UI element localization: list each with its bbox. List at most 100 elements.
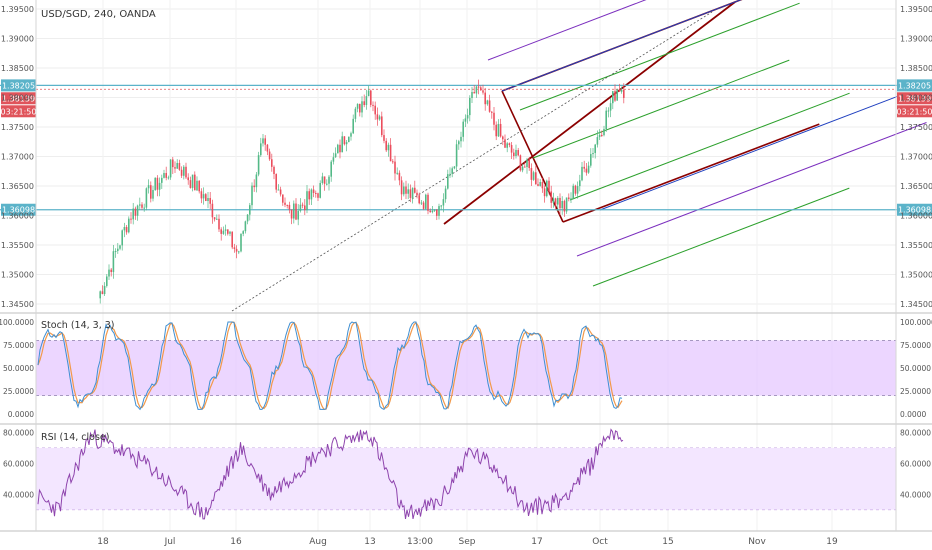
candle-body [559, 197, 561, 209]
candle-body [310, 189, 313, 200]
candle-body [119, 245, 121, 249]
candle-body [616, 89, 618, 101]
candle-body [147, 185, 150, 189]
candle-body [592, 152, 594, 155]
candle-body [167, 177, 170, 179]
candle-body [238, 251, 240, 253]
candle-body [328, 176, 330, 184]
pitchfork-inner-line [592, 187, 850, 287]
candle-body [110, 269, 112, 273]
price-tick-left: 1.39000 [1, 34, 34, 43]
level-price-tag [1, 203, 36, 216]
candle-body [332, 157, 335, 162]
stoch-label: Stoch (14, 3, 3) [41, 320, 115, 331]
candle-body [161, 177, 163, 183]
candle-body [499, 123, 502, 137]
candle-body [389, 144, 392, 162]
candle-body [257, 155, 260, 175]
candle-body [429, 210, 431, 213]
candle-body [218, 218, 220, 230]
candle-body [330, 161, 332, 177]
candle-body [596, 137, 599, 145]
andrews-pitchfork[interactable] [443, 0, 927, 287]
candle-body [134, 208, 137, 216]
candle-body [427, 194, 429, 211]
candle-body [297, 210, 299, 220]
price-tick-right: 1.37000 [900, 153, 932, 162]
level-price-label: 1.36098 [898, 206, 931, 215]
price-tick-right: 1.38500 [900, 64, 932, 73]
candle-body [508, 143, 511, 146]
stoch-band [36, 340, 896, 396]
candle-body [484, 92, 486, 105]
symbol-label: USD/SGD, 240, OANDA [41, 9, 156, 20]
candle-body [370, 90, 372, 105]
price-tick-right: 1.35000 [900, 271, 932, 280]
level-price-label: 1.36098 [2, 206, 35, 215]
candle-body [466, 115, 469, 119]
candle-body [418, 195, 420, 204]
pitchfork-mid-line [501, 0, 742, 92]
candle-body [315, 192, 317, 194]
candle-body [235, 248, 238, 252]
candle-body [506, 143, 508, 148]
candle-body [543, 188, 546, 197]
candle-body [535, 172, 537, 185]
candle-body [288, 204, 291, 210]
candle-body [381, 116, 383, 136]
price-tick-left: 1.38000 [1, 93, 34, 102]
candle-body [123, 227, 126, 231]
price-tick-right: 1.39000 [900, 34, 932, 43]
candle-body [156, 177, 159, 190]
last-price-tag [1, 92, 36, 105]
price-tick-left: 1.37500 [1, 123, 34, 132]
candle-body [229, 231, 231, 234]
candle-body [537, 184, 539, 186]
candle-body [497, 123, 500, 137]
rsi-tick-left: 80.0000 [3, 429, 34, 438]
candle-body [312, 189, 315, 193]
rsi-tick-right: 40.0000 [900, 490, 931, 499]
countdown-tag [1, 105, 36, 118]
candle-body [576, 186, 579, 194]
candle-body [422, 202, 425, 209]
candle-body [372, 104, 374, 106]
level-price-tag [897, 79, 932, 92]
rsi-line [37, 428, 624, 520]
candle-body [271, 159, 273, 167]
candle-body [438, 206, 440, 216]
dotted-trend-line[interactable] [231, 11, 713, 312]
candle-body [462, 121, 464, 137]
candle-body [216, 218, 218, 220]
candle-body [363, 101, 365, 106]
pitchfork-inner-line [519, 2, 800, 111]
pitchfork-outer-line [576, 122, 927, 257]
candle-body [524, 166, 526, 168]
candle-body [510, 145, 513, 153]
candle-body [194, 174, 196, 191]
time-label: Jul [164, 537, 176, 547]
candle-body [601, 134, 603, 136]
horizontal-levels[interactable]: 1.38205 1.38205 1.36098 1.36098 1.38139 03:21… [0, 79, 932, 216]
rsi-tick-right: 80.0000 [900, 429, 931, 438]
candle-body [532, 172, 535, 180]
candle-body [420, 202, 423, 204]
candle-body [495, 124, 497, 137]
time-label: 15 [662, 537, 673, 547]
time-label: 17 [531, 537, 542, 547]
price-tick-left: 1.35000 [1, 271, 34, 280]
candle-body [609, 103, 612, 111]
price-tick-right: 1.35500 [900, 241, 932, 250]
axis-labels: 1.34500 1.34500 1.35000 1.35000 1.35500 1.355… [0, 5, 932, 547]
candle-body [603, 129, 605, 136]
candle-body [200, 191, 203, 199]
candle-body [99, 291, 101, 299]
candle-body [557, 197, 559, 205]
candle-body [352, 118, 354, 134]
candle-body [367, 90, 370, 97]
candle-body [231, 231, 233, 248]
time-label: 13:00 [407, 537, 433, 547]
candle-body [442, 199, 445, 206]
candle-body [174, 167, 176, 169]
